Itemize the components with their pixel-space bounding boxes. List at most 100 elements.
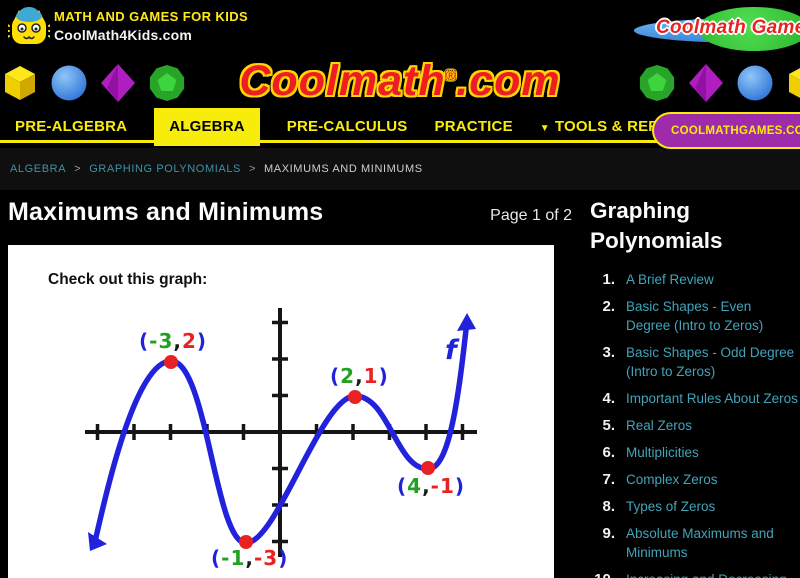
list-item: 1. A Brief Review xyxy=(590,270,798,289)
item-number: 5. xyxy=(602,417,615,435)
gems-right xyxy=(637,61,800,105)
list-item: 2. Basic Shapes - Even Degree (Intro to Z… xyxy=(590,297,798,335)
gem-cube-icon xyxy=(789,68,800,98)
item-number: 7. xyxy=(602,471,615,489)
nav-item-pre-calculus[interactable]: PRE-CALCULUS xyxy=(286,118,408,135)
topbar-text: MATH AND GAMES FOR KIDS CoolMath4Kids.co… xyxy=(54,9,248,43)
list-item: 5. Real Zeros xyxy=(590,416,798,435)
comma: , xyxy=(355,364,364,388)
x-value: 2 xyxy=(340,364,356,388)
lesson-panel: Check out this graph: (-3,2) (2,1) (4,-1… xyxy=(8,245,554,578)
list-item: 4. Important Rules About Zeros xyxy=(590,389,798,408)
item-number: 2. xyxy=(602,298,615,316)
sidebar-link-multiplicities[interactable]: Multiplicities xyxy=(626,445,699,461)
point-label-(-1,-3): (-1,-3) xyxy=(211,546,288,570)
comma: , xyxy=(173,329,182,353)
coolmath-logo-main: Coolmath xyxy=(239,57,446,105)
site-url[interactable]: CoolMath4Kids.com xyxy=(54,27,192,43)
title-row: Maximums and Minimums Page 1 of 2 xyxy=(0,190,572,245)
x-value: 4 xyxy=(407,474,423,498)
sidebar-link-basic-shapes-odd[interactable]: Basic Shapes - Odd Degree (Intro to Zero… xyxy=(626,345,795,380)
paren: ) xyxy=(378,364,389,388)
y-value: 2 xyxy=(181,329,197,353)
sidebar-title: Graphing Polynomials xyxy=(590,198,723,253)
gem-diamond-icon xyxy=(101,64,135,102)
nav-item-practice[interactable]: PRACTICE xyxy=(434,118,513,135)
list-item: 9. Absolute Maximums and Minimums xyxy=(590,524,798,562)
nav-items: PRE-ALGEBRA ALGEBRA PRE-CALCULUS PRACTIC… xyxy=(15,107,721,146)
paren: ) xyxy=(196,329,208,353)
curve-label-f: f xyxy=(445,335,457,366)
point-label-(4,-1): (4,-1) xyxy=(397,474,465,498)
breadcrumb-graphing-polynomials[interactable]: GRAPHING POLYNOMIALS xyxy=(89,163,241,175)
paren: ( xyxy=(139,329,150,353)
x-value: -3 xyxy=(149,329,174,353)
breadcrumb-separator: > xyxy=(74,163,82,175)
item-number: 1. xyxy=(602,271,615,289)
gem-diamond-icon xyxy=(689,64,723,102)
sidebar-toc: 1. A Brief Review 2. Basic Shapes - Even D… xyxy=(590,270,798,578)
paren: ( xyxy=(397,474,408,498)
sidebar-link-a-brief-review[interactable]: A Brief Review xyxy=(626,272,714,288)
header-logo-row: Coolmath®.com xyxy=(0,55,800,110)
sidebar-link-increasing-decreasing[interactable]: Increasing and Decreasing xyxy=(626,570,798,578)
gems-left xyxy=(0,61,187,105)
point-label-(2,1): (2,1) xyxy=(330,364,389,388)
point-label-(-3,2): (-3,2) xyxy=(139,329,207,353)
paren: ( xyxy=(211,546,222,570)
comma: , xyxy=(245,546,254,570)
sidebar-link-important-rules[interactable]: Important Rules About Zeros xyxy=(626,391,798,407)
gem-dodecahedron-icon xyxy=(639,65,675,101)
main-nav: PRE-ALGEBRA ALGEBRA PRE-CALCULUS PRACTIC… xyxy=(0,107,800,149)
chevron-down-icon: ▼ xyxy=(539,123,550,134)
cat-logo-icon[interactable] xyxy=(8,6,50,50)
paren: ) xyxy=(454,474,466,498)
nav-underline xyxy=(0,140,800,143)
breadcrumb-current: MAXIMUMS AND MINIMUMS xyxy=(264,163,423,175)
item-number: 4. xyxy=(602,390,615,408)
item-number: 9. xyxy=(602,525,615,543)
item-number: 6. xyxy=(602,444,615,462)
nav-item-algebra[interactable]: ALGEBRA xyxy=(154,107,260,146)
gem-sphere-icon xyxy=(51,65,87,101)
sidebar-link-absolute-max-min[interactable]: Absolute Maximums and Minimums xyxy=(626,526,774,561)
paren: ( xyxy=(330,364,341,388)
breadcrumb: ALGEBRA > GRAPHING POLYNOMIALS > MAXIMUM… xyxy=(0,148,800,190)
item-number: 8. xyxy=(602,498,615,516)
list-item: 7. Complex Zeros xyxy=(590,470,798,489)
coolmath-logo-reg: ® xyxy=(445,67,457,83)
sidebar-link-complex-zeros[interactable]: Complex Zeros xyxy=(626,472,718,488)
sidebar-link-real-zeros[interactable]: Real Zeros xyxy=(626,418,693,434)
sidebar-link-basic-shapes-even[interactable]: Basic Shapes - Even Degree (Intro to Zer… xyxy=(626,299,764,334)
y-value: 1 xyxy=(363,364,379,388)
item-number: 10. xyxy=(590,570,615,578)
coolmathgames-button[interactable]: COOLMATHGAMES.COM xyxy=(652,112,800,149)
coolmath-logo[interactable]: Coolmath®.com xyxy=(0,57,800,106)
breadcrumb-algebra[interactable]: ALGEBRA xyxy=(10,163,67,175)
gem-dodecahedron-icon xyxy=(149,65,185,101)
games-logo-green-oval xyxy=(698,7,800,51)
polynomial-graph-image xyxy=(85,308,477,557)
list-item: 6. Multiplicities xyxy=(590,443,798,462)
gem-cube-icon xyxy=(5,66,35,100)
page-title: Maximums and Minimums xyxy=(8,198,324,226)
main-content: Maximums and Minimums Page 1 of 2 xyxy=(0,190,572,578)
sidebar-link-types-of-zeros[interactable]: Types of Zeros xyxy=(626,499,716,515)
intro-text: Check out this graph: xyxy=(48,271,208,288)
list-item: 8. Types of Zeros xyxy=(590,497,798,516)
games-logo-text: Coolmath Games xyxy=(656,17,800,38)
y-value: -1 xyxy=(430,474,455,498)
list-item: 3. Basic Shapes - Odd Degree (Intro to Ze… xyxy=(590,343,798,381)
x-value: -1 xyxy=(221,546,246,570)
coolmath-logo-tld: .com xyxy=(456,57,561,105)
y-value: -3 xyxy=(253,546,279,570)
site-tagline: MATH AND GAMES FOR KIDS xyxy=(54,9,249,24)
paren: ) xyxy=(278,546,289,570)
item-number: 3. xyxy=(602,344,615,362)
coolmath-games-logo[interactable]: Coolmath Games xyxy=(628,5,800,51)
breadcrumb-separator: > xyxy=(248,163,257,175)
page-indicator: Page 1 of 2 xyxy=(490,207,572,224)
nav-item-pre-algebra[interactable]: PRE-ALGEBRA xyxy=(15,118,128,135)
list-item: 10. Increasing and Decreasing xyxy=(590,570,798,578)
